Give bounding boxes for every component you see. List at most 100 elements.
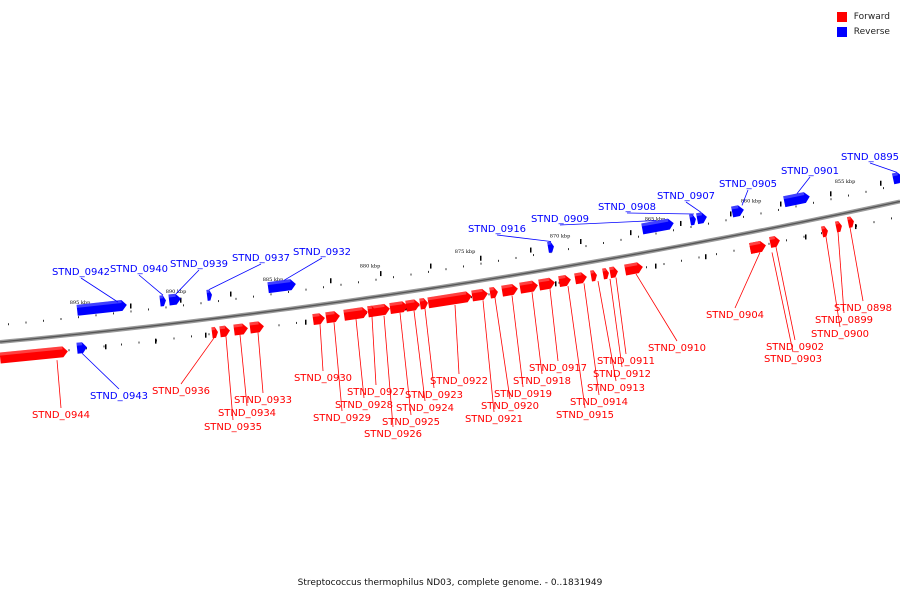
- gene-stnd_0933[interactable]: [249, 321, 264, 334]
- gene-label[interactable]: STND_0940: [110, 264, 168, 275]
- gene-arrow[interactable]: [427, 291, 472, 309]
- gene-arrow[interactable]: [538, 277, 556, 291]
- gene-arrow[interactable]: [846, 216, 855, 228]
- gene-label[interactable]: STND_0905: [719, 179, 777, 190]
- gene-stnd_0914[interactable]: [574, 271, 588, 285]
- gene-arrow[interactable]: [405, 299, 420, 312]
- gene-arrow[interactable]: [206, 289, 212, 301]
- gene-arrow[interactable]: [641, 218, 674, 235]
- gene-label[interactable]: STND_0942: [52, 267, 110, 278]
- gene-arrow[interactable]: [624, 261, 644, 276]
- gene-stnd_0900[interactable]: [820, 225, 829, 238]
- gene-stnd_0923[interactable]: [419, 297, 429, 310]
- gene-arrow[interactable]: [343, 306, 368, 321]
- gene-arrow[interactable]: [749, 240, 767, 254]
- gene-stnd_0925[interactable]: [389, 301, 408, 315]
- gene-stnd_0898[interactable]: [846, 216, 855, 228]
- gene-label[interactable]: STND_0926: [364, 429, 422, 440]
- gene-stnd_0911[interactable]: [609, 266, 619, 279]
- gene-stnd_0915[interactable]: [558, 274, 572, 288]
- gene-stnd_0909[interactable]: [641, 218, 674, 235]
- gene-label[interactable]: STND_0907: [657, 191, 715, 202]
- gene-stnd_0937[interactable]: [206, 289, 212, 301]
- gene-arrow[interactable]: [689, 214, 697, 226]
- gene-arrow[interactable]: [731, 204, 745, 218]
- gene-label[interactable]: STND_0920: [481, 401, 539, 412]
- gene-label[interactable]: STND_0908: [598, 202, 656, 213]
- gene-arrow[interactable]: [519, 280, 539, 294]
- gene-arrow[interactable]: [367, 305, 377, 318]
- gene-arrow[interactable]: [609, 266, 619, 279]
- gene-arrow[interactable]: [820, 225, 829, 238]
- gene-stnd_0899[interactable]: [834, 220, 843, 233]
- gene-arrow[interactable]: [547, 241, 555, 253]
- gene-stnd_0902[interactable]: [769, 235, 781, 248]
- gene-stnd_0908[interactable]: [689, 214, 697, 226]
- gene-stnd_0936[interactable]: [211, 326, 218, 339]
- gene-arrow[interactable]: [891, 171, 900, 185]
- gene-stnd_0928[interactable]: [343, 306, 368, 321]
- gene-label[interactable]: STND_0922: [430, 376, 488, 387]
- gene-stnd_0944[interactable]: [0, 346, 68, 364]
- gene-stnd_0939[interactable]: [168, 293, 181, 306]
- gene-label[interactable]: STND_0936: [152, 386, 210, 397]
- gene-label[interactable]: STND_0928: [335, 400, 393, 411]
- gene-label[interactable]: STND_0937: [232, 253, 290, 264]
- gene-stnd_0907[interactable]: [696, 211, 708, 225]
- gene-arrow[interactable]: [602, 267, 610, 280]
- gene-stnd_0932[interactable]: [267, 278, 296, 294]
- gene-label[interactable]: STND_0901: [781, 166, 839, 177]
- gene-label[interactable]: STND_0914: [570, 397, 628, 408]
- gene-arrow[interactable]: [574, 271, 588, 285]
- gene-arrow[interactable]: [76, 299, 128, 316]
- gene-arrow[interactable]: [590, 270, 598, 282]
- gene-label[interactable]: STND_0909: [531, 214, 589, 225]
- gene-label[interactable]: STND_0913: [587, 383, 645, 394]
- gene-stnd_0912[interactable]: [602, 267, 610, 280]
- gene-label[interactable]: STND_0930: [294, 373, 352, 384]
- gene-label[interactable]: STND_0943: [90, 391, 148, 402]
- gene-label[interactable]: STND_0918: [513, 376, 571, 387]
- gene-stnd_0921[interactable]: [471, 288, 489, 302]
- gene-arrow[interactable]: [419, 297, 429, 310]
- gene-label[interactable]: STND_0933: [234, 395, 292, 406]
- gene-label[interactable]: STND_0919: [494, 389, 552, 400]
- gene-stnd_0918[interactable]: [519, 280, 539, 294]
- gene-label[interactable]: STND_0927: [347, 387, 405, 398]
- gene-stnd_0904[interactable]: [749, 240, 767, 254]
- gene-label[interactable]: STND_0923: [405, 390, 463, 401]
- gene-label[interactable]: STND_0921: [465, 414, 523, 425]
- gene-stnd_0910[interactable]: [624, 261, 644, 276]
- gene-label[interactable]: STND_0944: [32, 410, 90, 421]
- gene-arrow[interactable]: [471, 288, 489, 302]
- gene-arrow[interactable]: [312, 313, 325, 326]
- gene-arrow[interactable]: [211, 326, 218, 339]
- gene-stnd_0942[interactable]: [76, 299, 128, 316]
- gene-stnd_0924[interactable]: [405, 299, 420, 312]
- gene-stnd_0905[interactable]: [731, 204, 745, 218]
- gene-label[interactable]: STND_0895: [841, 152, 899, 163]
- gene-label[interactable]: STND_0900: [811, 329, 869, 340]
- gene-arrow[interactable]: [249, 321, 264, 334]
- gene-stnd_0919[interactable]: [501, 283, 519, 297]
- gene-label[interactable]: STND_0917: [529, 363, 587, 374]
- gene-label[interactable]: STND_0903: [764, 354, 822, 365]
- gene-arrow[interactable]: [233, 323, 248, 336]
- gene-stnd_0920[interactable]: [489, 286, 499, 299]
- gene-label[interactable]: STND_0902: [766, 342, 824, 353]
- gene-label[interactable]: STND_0916: [468, 224, 526, 235]
- gene-stnd_0940[interactable]: [159, 295, 166, 307]
- gene-label[interactable]: STND_0935: [204, 422, 262, 433]
- gene-label[interactable]: STND_0929: [313, 413, 371, 424]
- gene-arrow[interactable]: [168, 293, 181, 306]
- gene-label[interactable]: STND_0924: [396, 403, 454, 414]
- gene-label[interactable]: STND_0910: [648, 343, 706, 354]
- gene-label[interactable]: STND_0898: [834, 303, 892, 314]
- gene-stnd_0943[interactable]: [76, 342, 87, 354]
- gene-label[interactable]: STND_0904: [706, 310, 764, 321]
- gene-arrow[interactable]: [783, 191, 811, 208]
- gene-arrow[interactable]: [325, 310, 340, 324]
- gene-stnd_0895[interactable]: [891, 171, 900, 185]
- gene-stnd_0934[interactable]: [233, 323, 248, 336]
- gene-label[interactable]: STND_0911: [597, 356, 655, 367]
